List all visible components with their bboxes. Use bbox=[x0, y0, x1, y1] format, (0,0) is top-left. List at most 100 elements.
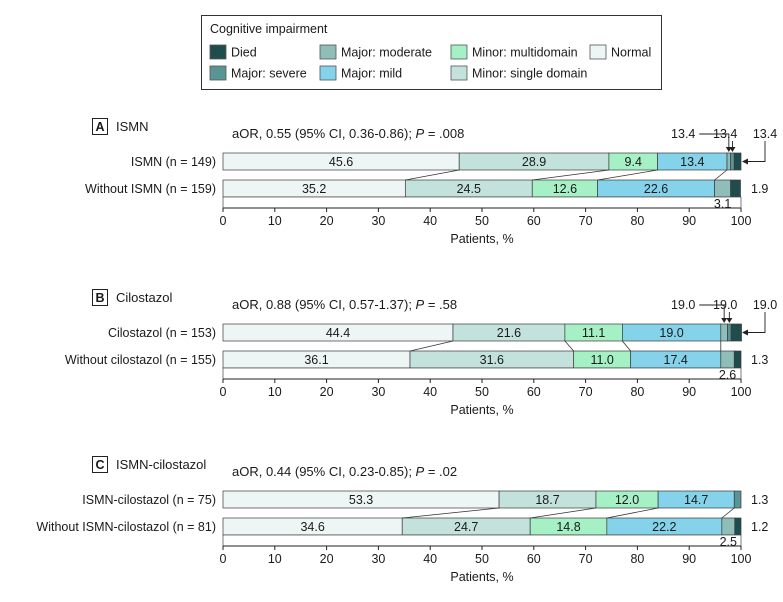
x-axis: 0 10 20 30 40 50 60 70 80 90 100 Patients, % bbox=[220, 545, 752, 584]
p-value: = .58 bbox=[424, 297, 457, 312]
panel-c: C ISMN-cilostazol aOR, 0.44 (95% CI, 0.23-… bbox=[36, 456, 768, 584]
callout-arrow bbox=[742, 329, 748, 336]
segment-value-label: 24.5 bbox=[457, 182, 481, 196]
panel-letter: C bbox=[95, 458, 104, 472]
legend-label-mild: Major: mild bbox=[341, 67, 402, 81]
row-label: Without ISMN (n = 159) bbox=[85, 182, 216, 196]
aor-text: aOR, 0.55 (95% CI, 0.36-0.86); bbox=[232, 126, 416, 141]
bar-row: Cilostazol (n = 153) 44.4 21.6 11.1 19.0 bbox=[108, 323, 742, 342]
callout-line bbox=[699, 304, 725, 320]
segment-value-label: 9.4 bbox=[625, 155, 642, 169]
panel-title: ISMN bbox=[116, 119, 149, 134]
aor-statistic: aOR, 0.55 (95% CI, 0.36-0.86); P = .008 bbox=[232, 126, 464, 141]
x-tick-label: 30 bbox=[371, 214, 385, 228]
callout-moderate: 19.0 bbox=[671, 298, 695, 312]
x-tick-label: 60 bbox=[527, 385, 541, 399]
callouts: 13.4 13.4 13.4 bbox=[671, 127, 777, 165]
legend-label-multidomain: Minor: multidomain bbox=[472, 46, 578, 60]
legend-label-died: Died bbox=[231, 46, 257, 60]
chart-panels: A ISMN aOR, 0.55 (95% CI, 0.36-0.86); P = … bbox=[36, 118, 777, 584]
connector-line bbox=[409, 340, 454, 352]
segment-value-label: 34.6 bbox=[300, 520, 324, 534]
row-label: Cilostazol (n = 153) bbox=[108, 326, 216, 340]
callout-arrow bbox=[721, 318, 728, 323]
callout-line bbox=[747, 141, 766, 162]
x-axis: 0 10 20 30 40 50 60 70 80 90 100 Patients, % bbox=[220, 378, 751, 417]
x-tick-label: 10 bbox=[268, 552, 282, 566]
segment-value-label: 22.2 bbox=[652, 520, 676, 534]
segment-value-label: 35.2 bbox=[302, 182, 326, 196]
x-tick-label: 30 bbox=[371, 385, 385, 399]
x-tick-label: 90 bbox=[682, 552, 696, 566]
under-bar-box bbox=[222, 534, 742, 547]
x-tick-label: 70 bbox=[579, 214, 593, 228]
legend-swatch-normal bbox=[589, 44, 607, 60]
segment-value-label: 24.7 bbox=[454, 520, 478, 534]
legend-swatch-died bbox=[209, 44, 227, 60]
connector-line bbox=[622, 340, 631, 352]
legend-swatch-mild bbox=[319, 65, 337, 81]
segment-value-label: 36.1 bbox=[304, 353, 328, 367]
x-tick-label: 100 bbox=[731, 552, 752, 566]
legend-label-single: Minor: single domain bbox=[472, 67, 587, 81]
x-tick-label: 90 bbox=[682, 385, 696, 399]
segment-value-label: 21.6 bbox=[497, 326, 521, 340]
aor-text: aOR, 0.88 (95% CI, 0.57-1.37); bbox=[232, 297, 416, 312]
p-label: P bbox=[416, 464, 425, 479]
bar-segment-severe bbox=[733, 490, 742, 509]
p-value: = .02 bbox=[424, 464, 457, 479]
bar-row: ISMN (n = 149) 45.6 28.9 9.4 13.4 bbox=[131, 152, 742, 171]
x-tick-label: 60 bbox=[527, 552, 541, 566]
under-bar-box bbox=[222, 196, 742, 209]
legend-swatch-severe bbox=[209, 65, 227, 81]
connector-line bbox=[597, 169, 658, 181]
x-tick-label: 20 bbox=[320, 385, 334, 399]
row-label: Without ISMN-cilostazol (n = 81) bbox=[36, 520, 216, 534]
segment-value-label: 44.4 bbox=[326, 326, 350, 340]
callout-died: 13.4 bbox=[753, 127, 777, 141]
x-tick-label: 70 bbox=[579, 552, 593, 566]
segment-value-label: 11.0 bbox=[590, 353, 613, 367]
callout-line bbox=[747, 312, 766, 333]
x-tick-label: 10 bbox=[268, 214, 282, 228]
segment-value-label: 19.0 bbox=[659, 326, 683, 340]
panel-letter-box bbox=[92, 456, 108, 473]
connector-lines bbox=[405, 169, 728, 181]
connector-line bbox=[530, 507, 597, 519]
under-bar-box bbox=[222, 367, 742, 380]
legend-box bbox=[201, 15, 662, 90]
x-tick-label: 100 bbox=[731, 214, 752, 228]
panel-b: B Cilostazol aOR, 0.88 (95% CI, 0.57-1.37)… bbox=[65, 289, 777, 417]
panel-letter: A bbox=[95, 120, 104, 134]
x-tick-label: 50 bbox=[475, 552, 489, 566]
bar-row: Without cilostazol (n = 155) 36.1 31.6 11.0… bbox=[65, 350, 742, 369]
callouts: 19.0 19.0 19.0 bbox=[671, 298, 777, 336]
x-tick-label: 0 bbox=[220, 214, 227, 228]
bar-segment-died bbox=[733, 152, 742, 171]
aor-statistic: aOR, 0.44 (95% CI, 0.23-0.85); P = .02 bbox=[232, 464, 457, 479]
segment-value-label: 12.6 bbox=[553, 182, 577, 196]
connector-line bbox=[721, 507, 735, 519]
panel-letter-box bbox=[92, 289, 108, 306]
x-tick-label: 0 bbox=[220, 385, 227, 399]
p-label: P bbox=[416, 297, 425, 312]
segment-value-label: 14.8 bbox=[556, 520, 580, 534]
x-axis-title: Patients, % bbox=[450, 403, 513, 417]
x-tick-label: 40 bbox=[423, 385, 437, 399]
panel-letter: B bbox=[95, 291, 104, 305]
x-axis-title: Patients, % bbox=[450, 232, 513, 246]
bar-segment-moderate bbox=[721, 517, 736, 536]
x-tick-label: 30 bbox=[371, 552, 385, 566]
right-value-label: 1.2 bbox=[751, 520, 768, 534]
legend-label-moderate: Major: moderate bbox=[341, 46, 432, 60]
x-tick-label: 80 bbox=[630, 385, 644, 399]
callout-arrow bbox=[742, 158, 748, 165]
connector-line bbox=[564, 340, 574, 352]
segment-value-label: 12.0 bbox=[615, 493, 639, 507]
below-value-label: 2.5 bbox=[720, 535, 737, 549]
bar-row: Without ISMN-cilostazol (n = 81) 34.6 24.7… bbox=[36, 517, 742, 536]
callout-line bbox=[699, 133, 730, 149]
p-value: = .008 bbox=[424, 126, 464, 141]
x-tick-label: 20 bbox=[320, 552, 334, 566]
